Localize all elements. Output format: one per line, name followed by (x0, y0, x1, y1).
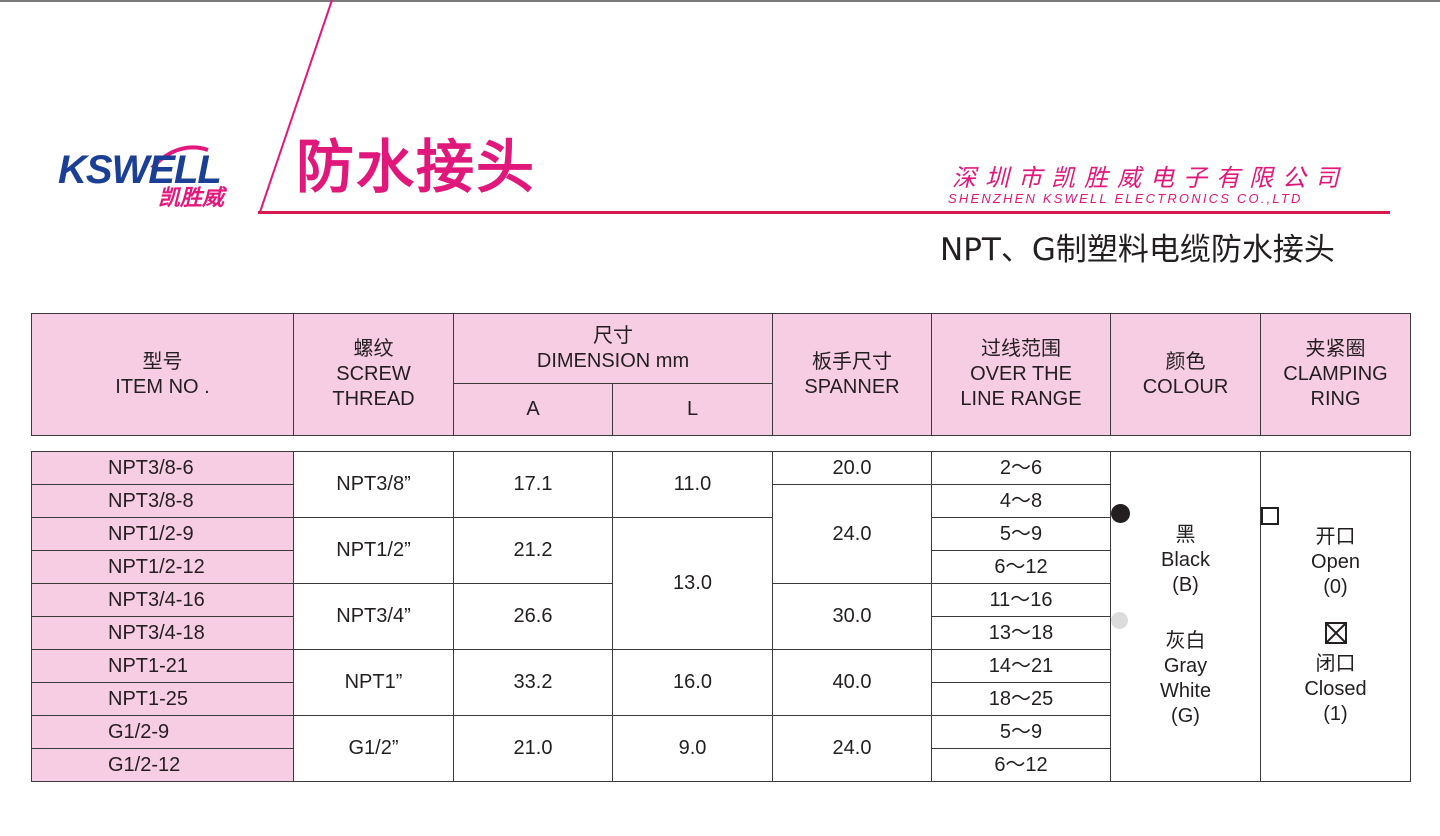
header-divider (258, 211, 1390, 214)
logo-swoosh-icon (150, 145, 209, 170)
header-clamping-ring: 夹紧圈 CLAMPING RING (1260, 313, 1411, 436)
spec-table-body: NPT3/8-6 NPT3/8” 17.1 11.0 20.0 2～6 黑 Bl… (31, 451, 1411, 782)
thread-cell: NPT3/8” (293, 451, 454, 518)
header-line-range: 过线范围 OVER THE LINE RANGE (931, 313, 1111, 436)
range-cell: 4～8 (931, 484, 1111, 518)
clamping-ring-cell: 开口 Open (0) 闭口 Closed (1) (1260, 451, 1411, 782)
spanner-cell: 20.0 (772, 451, 932, 485)
dim-l-cell: 11.0 (612, 451, 773, 518)
header-item-no: 型号 ITEM NO . (31, 313, 294, 436)
range-cell: 6～12 (931, 550, 1111, 584)
logo-wordmark: KSWELL (58, 148, 222, 192)
header-colour: 颜色 COLOUR (1110, 313, 1261, 436)
dim-a-cell: 17.1 (453, 451, 613, 518)
dim-a-cell: 33.2 (453, 649, 613, 716)
spanner-cell: 30.0 (772, 583, 932, 650)
table-row-item: NPT1/2-9 (31, 517, 294, 551)
gray-dot-icon (1111, 612, 1128, 629)
dim-a-cell: 21.2 (453, 517, 613, 584)
table-row-item: NPT1-21 (31, 649, 294, 683)
table-row-item: NPT3/4-18 (31, 616, 294, 650)
company-name-cn: 深圳市凯胜威电子有限公司 (952, 164, 1348, 192)
table-row-item: NPT3/8-8 (31, 484, 294, 518)
product-subtitle: NPT、G制塑料电缆防水接头 (940, 232, 1335, 268)
colour-cell: 黑 Black (B) 灰白 Gray White (G) (1110, 451, 1261, 782)
range-cell: 5～9 (931, 517, 1111, 551)
range-cell: 18～25 (931, 682, 1111, 716)
range-cell: 13～18 (931, 616, 1111, 650)
dim-a-cell: 26.6 (453, 583, 613, 650)
thread-cell: NPT1” (293, 649, 454, 716)
table-row-item: G1/2-12 (31, 748, 294, 782)
range-cell: 5～9 (931, 715, 1111, 749)
table-row-item: NPT1/2-12 (31, 550, 294, 584)
range-cell: 14～21 (931, 649, 1111, 683)
spanner-cell: 24.0 (772, 484, 932, 584)
header-screw-thread: 螺纹 SCREW THREAD (293, 313, 454, 436)
kswell-logo: KSWELL 凯胜威 (58, 145, 248, 218)
dim-l-cell: 13.0 (612, 517, 773, 650)
spanner-cell: 40.0 (772, 649, 932, 716)
dim-a-cell: 21.0 (453, 715, 613, 782)
range-cell: 2～6 (931, 451, 1111, 485)
table-row-item: NPT3/8-6 (31, 451, 294, 485)
black-dot-icon (1111, 504, 1130, 523)
header-dimension: 尺寸 DIMENSION mm (453, 313, 773, 384)
dim-l-cell: 16.0 (612, 649, 773, 716)
spec-table-header: 型号 ITEM NO . 螺纹 SCREW THREAD 尺寸 DIMENSION mm… (31, 313, 1411, 436)
thread-cell: G1/2” (293, 715, 454, 782)
page-title: 防水接头 (296, 133, 537, 201)
header-dim-l: L (612, 383, 773, 436)
thread-cell: NPT3/4” (293, 583, 454, 650)
closed-square-icon (1324, 621, 1347, 644)
table-row-item: NPT3/4-16 (31, 583, 294, 617)
range-cell: 11～16 (931, 583, 1111, 617)
dim-l-cell: 9.0 (612, 715, 773, 782)
table-row-item: NPT1-25 (31, 682, 294, 716)
company-name-en: SHENZHEN KSWELL ELECTRONICS CO.,LTD (948, 191, 1303, 206)
top-border-line (0, 0, 1440, 2)
thread-cell: NPT1/2” (293, 517, 454, 584)
range-cell: 6～12 (931, 748, 1111, 782)
table-row-item: G1/2-9 (31, 715, 294, 749)
spanner-cell: 24.0 (772, 715, 932, 782)
logo-chinese: 凯胜威 (158, 186, 225, 211)
header-dim-a: A (453, 383, 613, 436)
header-spanner: 板手尺寸 SPANNER (772, 313, 932, 436)
open-square-icon (1261, 506, 1279, 525)
